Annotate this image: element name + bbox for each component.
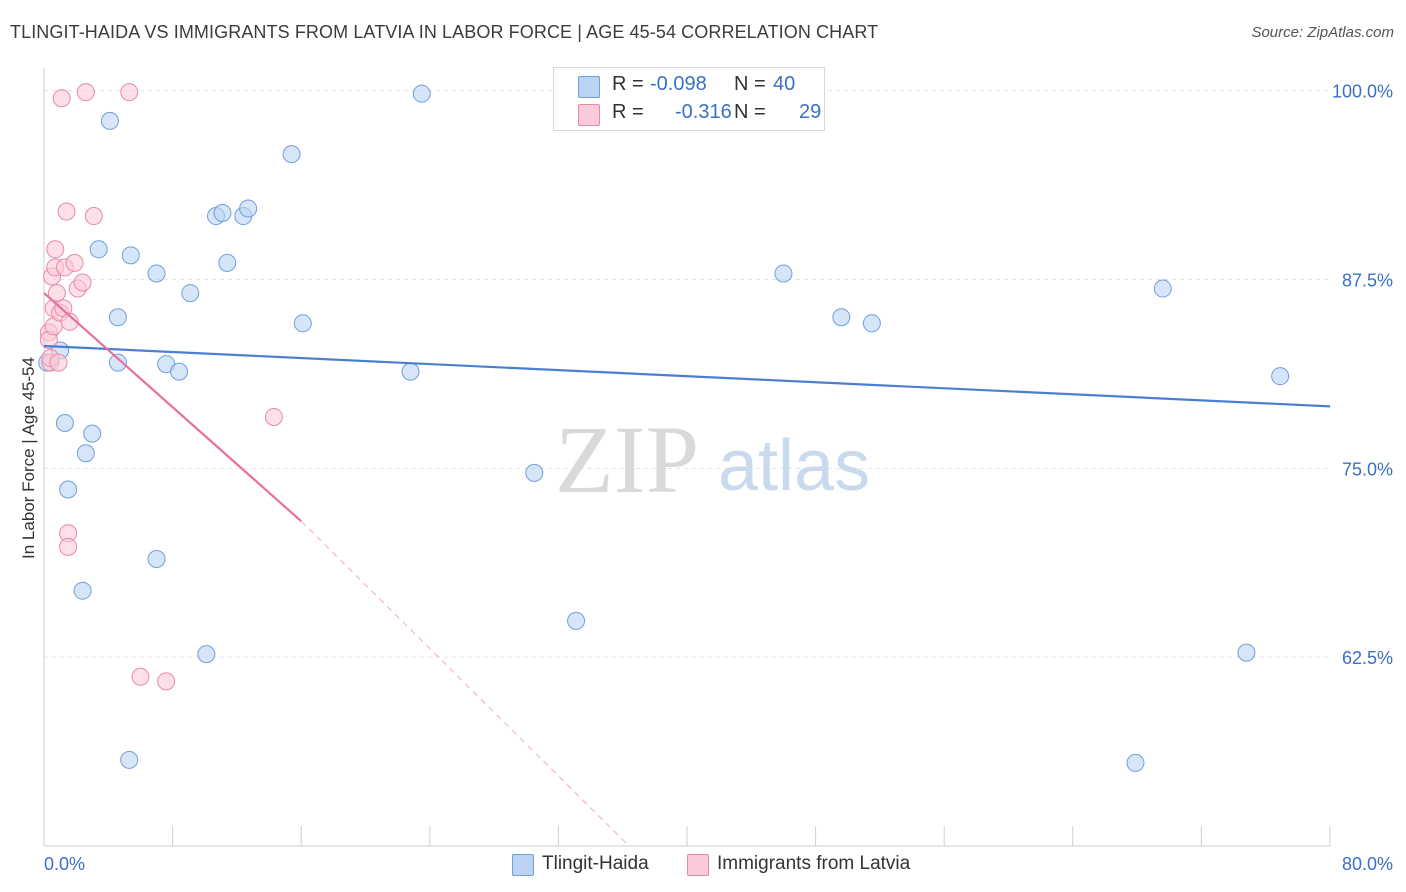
tlingit-haida-point <box>832 308 851 327</box>
tlingit-haida-point <box>282 145 301 164</box>
correlation-legend: R = -0.098 N = 40 R = -0.316 N = 29 <box>553 67 825 131</box>
chart-title: TLINGIT-HAIDA VS IMMIGRANTS FROM LATVIA … <box>10 22 879 42</box>
tlingit-haida-point <box>213 204 232 223</box>
tlingit-haida-point <box>1271 367 1290 386</box>
latvia-point <box>65 253 84 272</box>
watermark: ZIP atlas <box>555 406 870 513</box>
tlingit-haida-point <box>239 199 258 218</box>
legend-r-value: -0.316 <box>675 101 732 123</box>
tlingit-haida-point <box>197 645 216 664</box>
tlingit-haida-point <box>1237 643 1256 662</box>
legend-n-value: 40 <box>773 73 796 95</box>
legend-swatch-tlingit <box>578 76 600 98</box>
legend-n-value: 29 <box>799 101 822 123</box>
tlingit-haida-point <box>1153 279 1172 298</box>
tlingit-haida-point <box>120 750 139 769</box>
latvia-point <box>49 353 68 372</box>
latvia-point <box>57 202 76 221</box>
y-tick-label: 62.5% <box>1342 648 1393 668</box>
tlingit-haida-point <box>1126 753 1145 772</box>
tlingit-haida-point <box>108 353 127 372</box>
tlingit-haida-point <box>59 480 78 499</box>
latvia-point <box>120 83 139 102</box>
legend-r-label: R = <box>612 73 644 95</box>
latvia-point <box>60 312 79 331</box>
series-label-tlingit: Tlingit-Haida <box>542 853 649 874</box>
legend-n-label: N = <box>734 101 766 123</box>
tlingit-haida-point <box>83 424 102 443</box>
tlingit-haida-point <box>293 314 312 333</box>
tlingit-haida-point <box>108 308 127 327</box>
gridlines <box>44 90 1330 658</box>
tlingit-haida-point <box>401 362 420 381</box>
latvia-point <box>46 240 65 259</box>
latvia-point <box>157 672 176 691</box>
latvia-point <box>73 273 92 292</box>
latvia-point <box>131 667 150 686</box>
tlingit-haida-point <box>862 314 881 333</box>
latvia-point <box>84 207 103 226</box>
watermark-atlas: atlas <box>718 426 870 506</box>
tlingit-haida-point <box>121 246 140 265</box>
x-tick-label: 80.0% <box>1342 854 1393 874</box>
series-label-latvia: Immigrants from Latvia <box>717 853 911 874</box>
legend-r-label: R = <box>612 101 644 123</box>
tlingit-haida-point <box>412 84 431 103</box>
y-tick-label: 75.0% <box>1342 459 1393 479</box>
latvia-point <box>47 284 66 303</box>
tick-labels: 62.5% 75.0% 87.5% 100.0% 0.0% 80.0% <box>44 82 1393 874</box>
tlingit-haida-point <box>55 414 74 433</box>
tlingit-haida-point <box>89 240 108 259</box>
legend-swatch-latvia <box>578 104 600 126</box>
y-tick-label: 100.0% <box>1332 82 1393 102</box>
tlingit-haida-point <box>774 264 793 283</box>
axes <box>43 68 1331 847</box>
latvia-point <box>76 83 95 102</box>
tlingit-haida-point <box>170 362 189 381</box>
series-swatch-latvia <box>687 854 709 876</box>
tlingit-haida-point <box>525 463 544 482</box>
y-axis-label: In Labor Force | Age 45-54 <box>19 357 38 559</box>
latvia-point <box>52 89 71 108</box>
tlingit-haida-trend-line <box>43 344 1331 408</box>
tlingit-haida-point <box>73 581 92 600</box>
latvia-trend-line <box>43 292 302 523</box>
tlingit-haida-point <box>218 253 237 272</box>
latvia-trend-extension <box>300 520 630 847</box>
tlingit-haida-point <box>76 444 95 463</box>
watermark-zip: ZIP <box>555 406 699 513</box>
tlingit-haida-point <box>147 264 166 283</box>
source-label: Source: ZipAtlas.com <box>1251 24 1394 41</box>
tlingit-haida-point <box>181 284 200 303</box>
tlingit-haida-point <box>147 549 166 568</box>
latvia-point <box>59 537 78 556</box>
series-swatch-tlingit <box>512 854 534 876</box>
y-tick-label: 87.5% <box>1342 270 1393 290</box>
x-tick-label: 0.0% <box>44 854 85 874</box>
trend-lines <box>43 292 1331 847</box>
tlingit-haida-point <box>567 611 586 630</box>
legend-r-value: -0.098 <box>650 73 707 95</box>
tlingit-haida-point <box>100 111 119 130</box>
legend-n-label: N = <box>734 73 766 95</box>
latvia-point <box>264 407 283 426</box>
